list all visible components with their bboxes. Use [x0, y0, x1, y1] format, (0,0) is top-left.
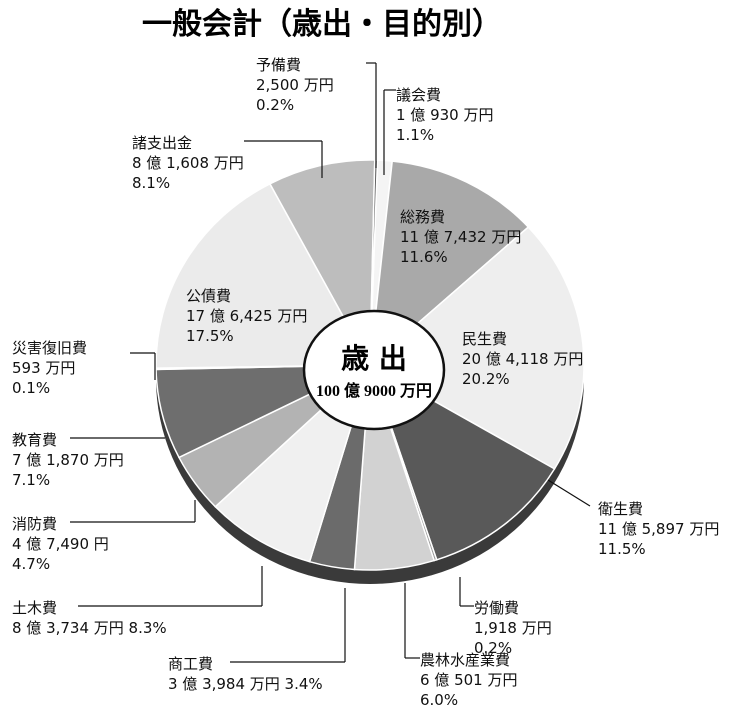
chart-title: 一般会計（歳出・目的別） [142, 7, 502, 42]
slice-name-4: 労働費 [474, 599, 519, 617]
slice-name-2: 民生費 [462, 330, 507, 348]
slice-percent-2: 20.2% [462, 370, 510, 388]
slice-label-4: 労働費 1,918 万円 0.2% [474, 599, 552, 657]
slice-percent-4: 0.2% [474, 639, 512, 657]
slice-percent-9: 7.1% [12, 471, 50, 489]
slice-amount-9: 7 億 1,870 万円 [12, 451, 124, 469]
slice-amount-5: 6 億 501 万円 [420, 671, 517, 689]
slice-name-7: 土木費 [12, 599, 57, 617]
slice-name-8: 消防費 [12, 515, 57, 533]
slice-name-6: 商工費 [168, 655, 213, 673]
slice-name-3: 衛生費 [598, 500, 643, 518]
slice-amount-percent-7: 8 億 3,734 万円 8.3% [12, 619, 167, 637]
slice-percent-3: 11.5% [598, 540, 646, 558]
slice-percent-8: 4.7% [12, 555, 50, 573]
slice-amount-4: 1,918 万円 [474, 619, 552, 637]
slice-label-13: 予備費 2,500 万円 0.2% [256, 56, 334, 114]
slice-label-3: 衛生費 11 億 5,897 万円 11.5% [598, 500, 719, 558]
slice-label-10: 災害復旧費 593 万円 0.1% [12, 339, 87, 397]
slice-amount-12: 8 億 1,608 万円 [132, 154, 244, 172]
slice-label-8: 消防費 4 億 7,490 円 4.7% [12, 515, 109, 573]
slice-percent-5: 6.0% [420, 691, 458, 709]
slice-name-5: 農林水産業費 [420, 651, 510, 669]
leader-lines [70, 62, 591, 663]
slice-name-13: 予備費 [256, 56, 301, 74]
pie-slice-2 [368, 226, 585, 470]
slice-amount-10: 593 万円 [12, 359, 75, 377]
leader-line-3-0 [547, 479, 591, 507]
slice-name-1: 総務費 [400, 208, 445, 226]
slice-amount-3: 11 億 5,897 万円 [598, 520, 719, 538]
slice-amount-percent-6: 3 億 3,984 万円 3.4% [168, 675, 323, 693]
slice-name-10: 災害復旧費 [12, 339, 87, 357]
slice-amount-8: 4 億 7,490 円 [12, 535, 109, 553]
pie-slice-11 [155, 182, 372, 369]
slice-amount-1: 11 億 7,432 万円 [400, 228, 521, 246]
slice-name-0: 議会費 [396, 86, 441, 104]
slice-percent-12: 8.1% [132, 174, 170, 192]
slice-percent-1: 11.6% [400, 248, 448, 266]
slice-label-5: 農林水産業費 6 億 501 万円 6.0% [420, 651, 517, 709]
slice-label-6: 商工費 3 億 3,984 万円 3.4% [168, 655, 323, 693]
slice-label-11: 公債費 17 億 6,425 万円 17.5% [186, 287, 307, 345]
center-label: 歳 出 [341, 342, 407, 375]
slice-label-9: 教育費 7 億 1,870 万円 7.1% [12, 431, 124, 489]
slice-labels: 議会費 1 億 930 万円 1.1% 総務費 11 億 7,432 万円 11.6% 民生… [12, 56, 719, 709]
center-badge: 歳 出 100 億 9000 万円 [302, 309, 446, 431]
slice-label-1: 総務費 11 億 7,432 万円 11.6% [400, 208, 521, 266]
slice-label-0: 議会費 1 億 930 万円 1.1% [396, 86, 493, 144]
slice-amount-2: 20 億 4,118 万円 [462, 350, 583, 368]
slice-label-12: 諸支出金 8 億 1,608 万円 8.1% [132, 134, 244, 192]
slice-name-11: 公債費 [186, 287, 231, 305]
slice-percent-10: 0.1% [12, 379, 50, 397]
slice-amount-0: 1 億 930 万円 [396, 106, 493, 124]
pie-slice-1 [369, 160, 530, 367]
slice-amount-13: 2,500 万円 [256, 76, 334, 94]
slice-percent-0: 1.1% [396, 126, 434, 144]
slice-percent-11: 17.5% [186, 327, 234, 345]
slice-name-9: 教育費 [12, 431, 57, 449]
slice-label-2: 民生費 20 億 4,118 万円 20.2% [462, 330, 583, 388]
center-total: 100 億 9000 万円 [316, 381, 432, 400]
slice-amount-11: 17 億 6,425 万円 [186, 307, 307, 325]
slice-percent-13: 0.2% [256, 96, 294, 114]
slice-label-7: 土木費 8 億 3,734 万円 8.3% [12, 599, 167, 637]
slice-name-12: 諸支出金 [132, 134, 192, 152]
